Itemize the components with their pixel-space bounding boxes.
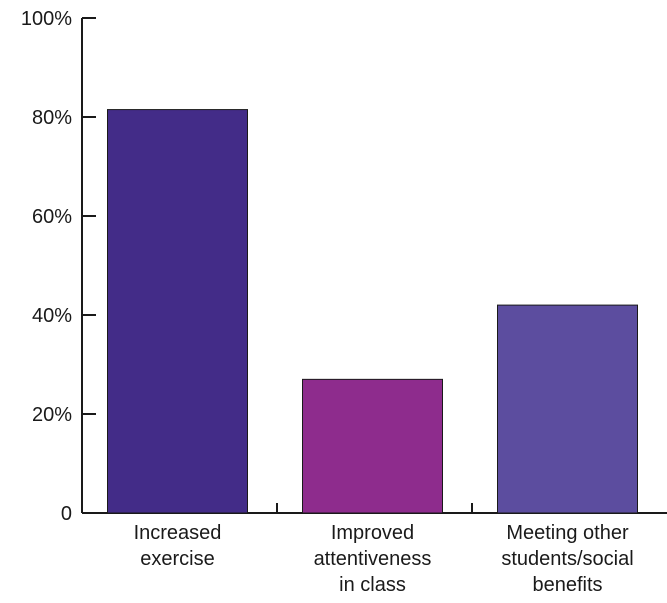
- x-category-label: Improved attentiveness in class: [314, 522, 432, 596]
- y-tick-label: 60%: [32, 206, 72, 228]
- x-category-label-line: students/social: [501, 548, 633, 570]
- bar: [107, 109, 248, 514]
- y-tick-label: 80%: [32, 107, 72, 129]
- y-axis: 0 20% 40% 60% 80% 100%: [21, 8, 96, 525]
- y-tick-label: 40%: [32, 305, 72, 327]
- x-category-label-line: Improved: [331, 522, 414, 544]
- x-category-label: Meeting other students/social benefits: [501, 522, 633, 596]
- y-tick-label: 0: [61, 503, 72, 525]
- x-category-label-line: in class: [339, 574, 406, 596]
- x-category-label-line: Meeting other: [506, 522, 629, 544]
- category-labels: Increased exercise Improved attentiveness in…: [134, 522, 634, 596]
- x-category-label-line: benefits: [532, 574, 602, 596]
- y-tick-label: 100%: [21, 8, 72, 30]
- bar: [302, 378, 443, 514]
- bars: [107, 109, 638, 514]
- x-category-label: Increased exercise: [134, 522, 222, 570]
- bar: [497, 304, 638, 514]
- x-category-label-line: exercise: [140, 548, 214, 570]
- x-category-label-line: attentiveness: [314, 548, 432, 570]
- y-tick-label: 20%: [32, 404, 72, 426]
- x-category-label-line: Increased: [134, 522, 222, 544]
